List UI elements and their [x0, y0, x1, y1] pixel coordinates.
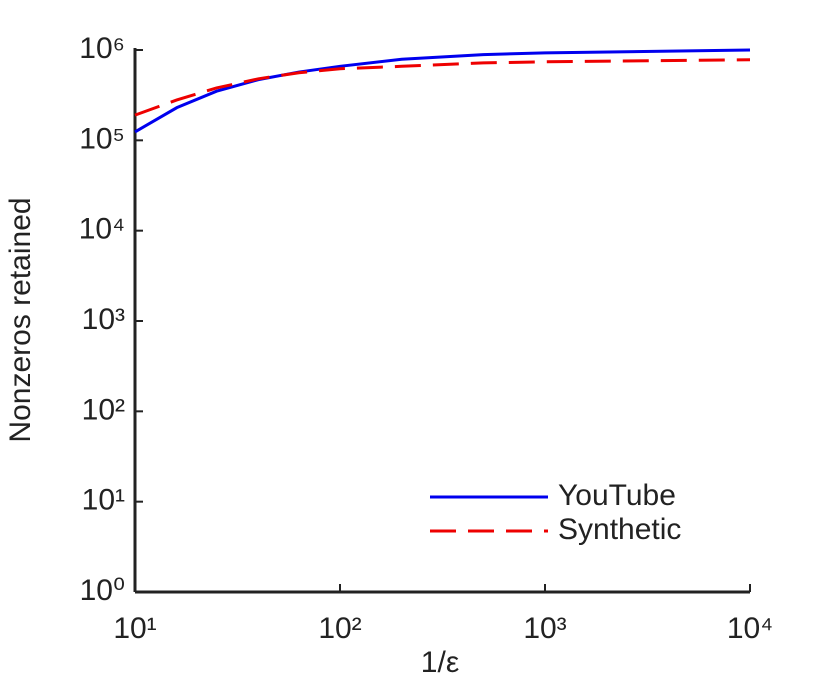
- line-series: [134, 48, 751, 134]
- legend-label: YouTube: [558, 479, 676, 512]
- x-tick-label: 10⁴: [727, 612, 773, 645]
- y-axis-label: Nonzeros retained: [4, 197, 37, 442]
- legend-label: Synthetic: [558, 513, 681, 546]
- x-axis-label: 1/ε: [421, 646, 459, 679]
- y-tick-label: 10⁰: [80, 574, 125, 607]
- line-series: [134, 58, 751, 117]
- y-tick-label: 10⁵: [79, 122, 125, 155]
- y-tick-label: 10²: [82, 393, 125, 426]
- x-tick-label: 10¹: [113, 612, 156, 645]
- x-tick-label: 10³: [523, 612, 566, 645]
- x-tick-label: 10²: [318, 612, 361, 645]
- y-tick-label: 10¹: [82, 484, 125, 517]
- y-tick-label: 10⁶: [79, 32, 125, 65]
- y-tick-label: 10⁴: [79, 213, 125, 246]
- y-tick-label: 10³: [82, 303, 125, 336]
